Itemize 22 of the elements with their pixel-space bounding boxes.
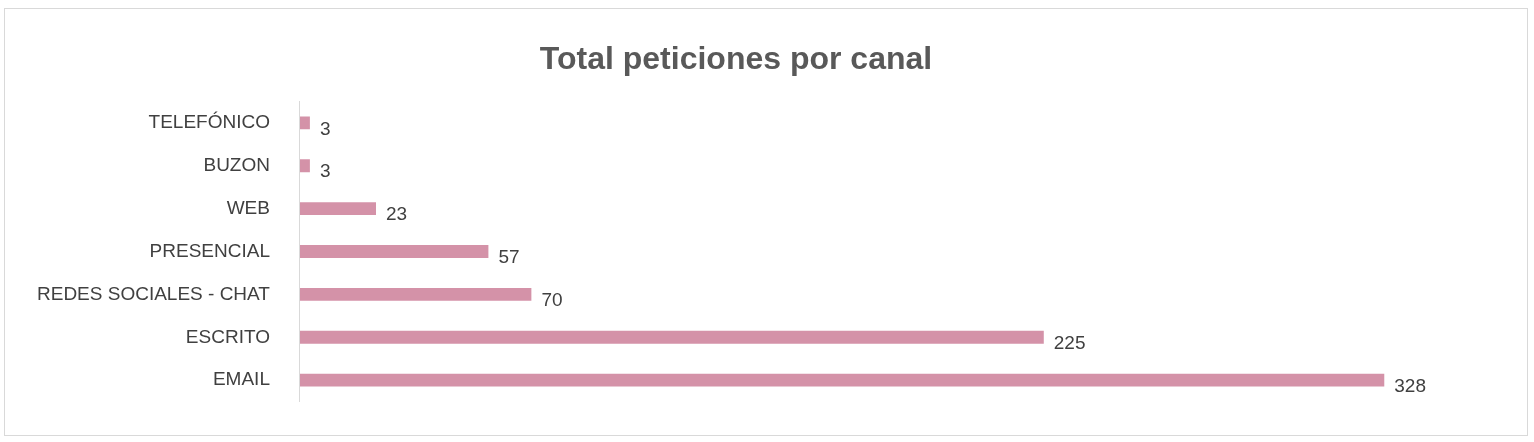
data-label: 3 bbox=[319, 160, 331, 182]
data-label: 70 bbox=[541, 289, 563, 311]
chart-title: Total peticiones por canal bbox=[539, 40, 933, 77]
data-label: 225 bbox=[1053, 332, 1086, 354]
bar bbox=[299, 373, 1385, 387]
y-tick-label: BUZON bbox=[203, 153, 270, 175]
y-tick-label: REDES SOCIALES - CHAT bbox=[36, 282, 271, 304]
data-label: 328 bbox=[1394, 374, 1426, 396]
y-tick-label: EMAIL bbox=[212, 368, 270, 390]
data-label: 23 bbox=[386, 203, 408, 225]
data-label: 57 bbox=[498, 246, 520, 268]
bar bbox=[299, 202, 377, 216]
bar bbox=[299, 287, 532, 301]
y-tick-label: WEB bbox=[226, 196, 270, 218]
y-tick-label: PRESENCIAL bbox=[149, 239, 270, 261]
bar bbox=[299, 330, 1044, 344]
bar bbox=[299, 116, 310, 130]
y-tick-label: ESCRITO bbox=[185, 325, 270, 347]
bar bbox=[299, 159, 310, 173]
bar bbox=[299, 245, 489, 258]
y-tick-label: TELEFÓNICO bbox=[148, 111, 270, 133]
data-label: 3 bbox=[319, 117, 331, 139]
